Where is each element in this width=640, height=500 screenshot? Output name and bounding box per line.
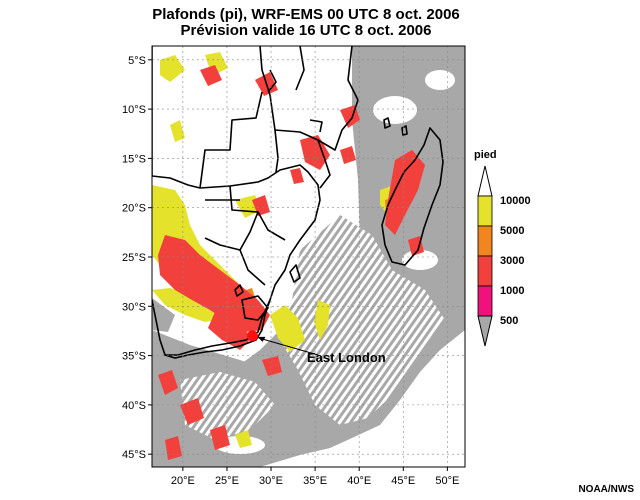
legend-label-500: 500 [500,315,518,327]
longitude-axis: 20°E 25°E 30°E 35°E 40°E 45°E 50°E [171,467,459,487]
lat-tick-label: 45°S [122,449,146,461]
lon-tick-label: 35°E [303,475,327,487]
lat-tick-label: 35°S [122,351,146,363]
lon-tick-label: 40°E [347,475,371,487]
east-london-marker [247,330,319,356]
lat-tick-label: 20°S [122,203,146,215]
legend-swatch-10000 [477,195,493,227]
broken-cloud-field [180,215,445,440]
legend-swatch-1000 [477,285,493,317]
lat-tick-label: 40°S [122,400,146,412]
station-arrowhead [257,336,266,342]
legend-label-10000: 10000 [500,195,531,207]
ceiling-3000-field [158,65,425,460]
south-coast [164,299,271,359]
graticule [152,46,465,467]
lon-tick-label: 50°E [435,475,459,487]
station-leader-line [258,337,319,356]
map-title: Plafonds (pi), WRF-EMS 00 UTC 8 oct. 200… [152,6,460,23]
latitude-axis: 5°S 10°S 15°S 20°S 25°S 30°S 35°S 40°S 45°S [122,55,152,461]
station-dot [247,330,259,342]
lon-tick-label: 25°E [215,475,239,487]
legend-top-arrow [477,165,493,197]
lat-tick-label: 25°S [122,252,146,264]
legend-bottom-arrow [477,315,493,347]
east-london-label: East London [307,350,386,365]
lon-tick-label: 20°E [171,475,195,487]
lat-tick-label: 10°S [122,104,146,116]
lon-tick-label: 30°E [259,475,283,487]
legend-label-3000: 3000 [500,255,524,267]
lat-tick-label: 15°S [122,153,146,165]
lat-tick-label: 5°S [128,55,146,67]
legend-label-1000: 1000 [500,285,524,297]
map-subtitle: Prévision valide 16 UTC 8 oct. 2006 [180,22,432,39]
lat-tick-label: 30°S [122,301,146,313]
ceiling-legend: pied 10000 5000 3000 1000 500 [474,149,531,347]
legend-unit: pied [474,149,497,161]
lon-tick-label: 45°E [391,475,415,487]
map-plot-area [152,46,465,467]
legend-swatch-3000 [477,255,493,287]
legend-label-5000: 5000 [500,225,524,237]
credit-label: NOAA/NWS [578,484,634,495]
legend-swatch-5000 [477,225,493,257]
coastline-borders [152,46,444,356]
